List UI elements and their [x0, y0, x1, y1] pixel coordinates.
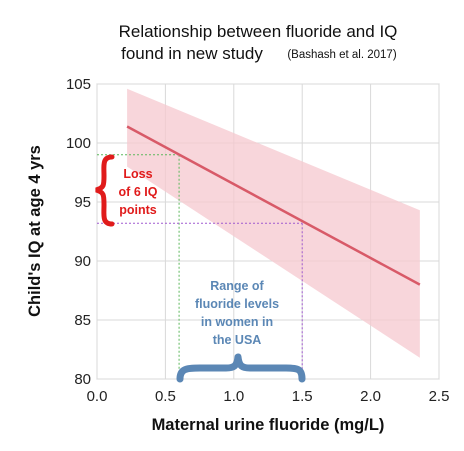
x-tick-label-2: 1.0 — [223, 388, 244, 405]
tick-labels: 0.0 0.5 1.0 1.5 2.0 2.5 80 85 90 95 100 105 — [66, 76, 449, 405]
y-tick-label-2: 90 — [74, 253, 91, 270]
range-label-line-1: Range of — [210, 279, 264, 293]
loss-label-line-1: Loss — [123, 167, 152, 181]
chart-title-line-1: Relationship between fluoride and IQ — [119, 22, 398, 41]
x-tick-label-5: 2.5 — [429, 388, 450, 405]
y-tick-label-4: 100 — [66, 135, 91, 152]
range-brace — [176, 353, 306, 383]
y-tick-label-0: 80 — [74, 371, 91, 388]
x-axis-title: Maternal urine fluoride (mg/L) — [152, 416, 385, 434]
range-label-line-3: in women in — [201, 315, 273, 329]
regression-line-layer — [126, 125, 421, 286]
chart-source: (Bashash et al. 2017) — [287, 49, 396, 61]
loss-label-line-3: points — [119, 203, 157, 217]
x-tick-label-1: 0.5 — [155, 388, 176, 405]
loss-label-line-2: of 6 IQ — [119, 185, 158, 199]
x-tick-label-0: 0.0 — [87, 388, 108, 405]
loss-brace — [95, 154, 115, 227]
y-tick-label-1: 85 — [74, 312, 91, 329]
series-line-0 — [126, 125, 421, 286]
x-tick-label-3: 1.5 — [292, 388, 313, 405]
x-tick-label-4: 2.0 — [360, 388, 381, 405]
chart-title-line-2: found in new study — [121, 44, 263, 63]
y-tick-label-5: 105 — [66, 76, 91, 93]
y-axis-title: Child's IQ at age 4 yrs — [26, 145, 44, 317]
range-label-line-2: fluoride levels — [195, 297, 279, 311]
y-tick-label-3: 95 — [74, 194, 91, 211]
range-label-line-4: the USA — [213, 333, 262, 347]
